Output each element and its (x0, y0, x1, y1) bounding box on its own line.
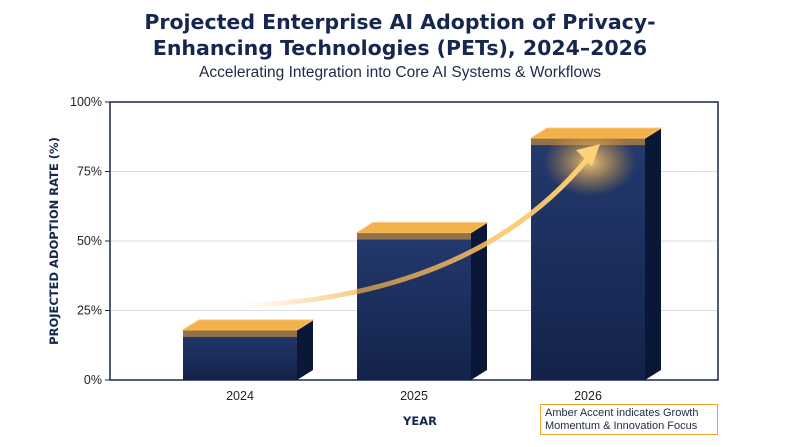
bar-top-rim (183, 329, 297, 337)
growth-arrow (237, 128, 636, 309)
y-tick-label: 25% (77, 304, 102, 318)
x-tick-label: 2024 (226, 389, 254, 403)
bar-front (357, 232, 471, 380)
chart-title: Projected Enterprise AI Adoption of Priv… (0, 9, 800, 61)
y-tick-label: 0% (84, 373, 102, 387)
x-axis-title: YEAR (402, 414, 437, 428)
chart-subtitle: Accelerating Integration into Core AI Sy… (198, 64, 602, 81)
annotation-line-1: Amber Accent indicates Growth (545, 407, 699, 419)
annotation-note: Amber Accent indicates Growth Momentum &… (540, 404, 718, 435)
y-axis-title: PROJECTED ADOPTION RATE (%) (47, 137, 61, 345)
chart-title-line-2: Enhancing Technologies (PETs), 2024–2026 (152, 36, 648, 60)
y-tick-label: 75% (77, 165, 102, 179)
axis-ticks: 0% 25% 50% 75% 100% 2024 2025 2026 (70, 95, 602, 403)
arrow-head (576, 144, 600, 167)
bar-top-accent (355, 222, 489, 234)
y-tick-label: 100% (70, 95, 102, 109)
bar-top-rim (357, 232, 471, 240)
x-tick-label: 2025 (400, 389, 428, 403)
arrow-curve (237, 155, 591, 309)
annotation-line-2: Momentum & Innovation Focus (545, 420, 698, 432)
bar-side (471, 222, 487, 380)
bar-2024 (181, 319, 315, 380)
chart-title-line-1: Projected Enterprise AI Adoption of Priv… (144, 10, 656, 34)
bar-2025 (355, 222, 489, 380)
y-tick-label: 50% (77, 234, 102, 248)
bar-top-accent (181, 319, 315, 331)
bar-side (645, 128, 661, 380)
bar-front (183, 329, 297, 380)
x-tick-label: 2026 (574, 389, 602, 403)
bar-side (297, 319, 313, 380)
